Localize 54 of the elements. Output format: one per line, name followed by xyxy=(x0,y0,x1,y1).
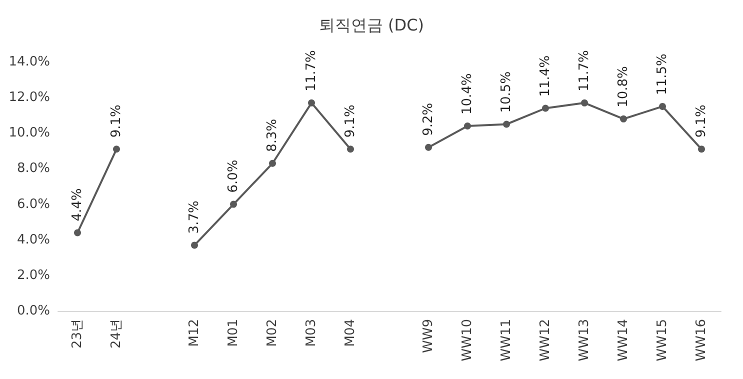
data-label: 11.7% xyxy=(304,50,319,92)
y-tick-label: 10.0% xyxy=(8,126,50,141)
y-tick-label: 8.0% xyxy=(16,161,50,176)
x-tick-label: 24년 xyxy=(109,319,124,349)
x-tick-label: WW15 xyxy=(655,319,670,362)
x-tick-label: WW16 xyxy=(694,319,709,362)
data-label: 8.3% xyxy=(265,118,280,152)
point xyxy=(191,242,198,249)
x-tick-label: M01 xyxy=(226,319,241,347)
data-label: 11.7% xyxy=(577,50,592,92)
x-tick-label: WW10 xyxy=(460,319,475,362)
point xyxy=(347,146,354,153)
data-label: 6.0% xyxy=(226,160,241,193)
x-tick-label: 23년 xyxy=(70,319,85,349)
point xyxy=(230,200,237,208)
point xyxy=(659,102,666,110)
data-label: 9.2% xyxy=(421,102,436,136)
chart-title: 퇴직연금 (DC) xyxy=(318,16,424,34)
data-label: 11.5% xyxy=(655,54,670,95)
point xyxy=(698,146,705,153)
y-tick-label: 4.0% xyxy=(16,232,50,248)
data-label: 4.4% xyxy=(70,188,85,222)
x-tick-label: WW9 xyxy=(421,319,436,353)
data-label: 11.4% xyxy=(538,55,553,97)
y-tick-label: 14.0% xyxy=(8,54,50,70)
y-tick-label: 0.0% xyxy=(16,304,50,318)
point xyxy=(464,122,471,130)
data-label: 9.1% xyxy=(109,104,124,138)
data-label: 9.1% xyxy=(694,104,709,138)
point xyxy=(269,160,276,167)
point xyxy=(74,229,81,236)
x-tick-label: M12 xyxy=(187,319,202,347)
point xyxy=(308,99,315,106)
y-tick-label: 12.0% xyxy=(8,90,50,106)
x-tick-label: M02 xyxy=(265,319,280,347)
point xyxy=(542,104,549,112)
x-tick-label: WW13 xyxy=(577,319,592,362)
x-tick-label: WW11 xyxy=(499,319,514,362)
data-label: 9.1% xyxy=(343,104,358,138)
point xyxy=(581,99,588,106)
data-label: 3.7% xyxy=(187,200,202,234)
y-tick-label: 6.0% xyxy=(16,196,50,212)
point xyxy=(113,146,120,153)
data-label: 10.4% xyxy=(460,73,475,115)
data-label: 10.8% xyxy=(616,66,631,108)
data-label: 10.5% xyxy=(499,71,514,113)
point xyxy=(425,144,432,151)
x-tick-label: WW14 xyxy=(616,319,631,362)
y-tick-label: 2.0% xyxy=(16,268,50,283)
x-tick-label: M04 xyxy=(343,319,358,347)
point xyxy=(503,120,510,128)
x-tick-label: WW12 xyxy=(538,319,553,362)
point xyxy=(620,115,627,122)
x-tick-label: M03 xyxy=(304,319,319,347)
